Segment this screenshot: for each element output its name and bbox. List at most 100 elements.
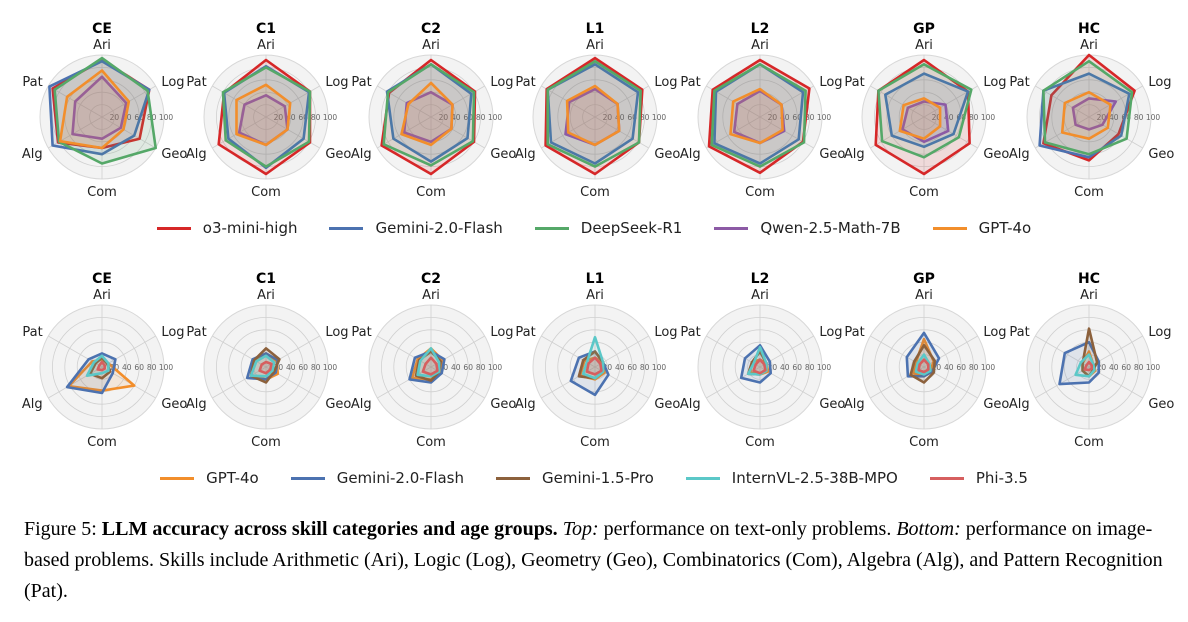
series-deepseek-r1-polygon — [877, 63, 973, 159]
series-phi-3-5-polygon — [421, 356, 439, 376]
radial-tick-label: 40 — [944, 113, 954, 122]
radial-tick-label: 60 — [298, 363, 308, 372]
legend-label: Gemini-1.5-Pro — [542, 469, 654, 487]
radial-tick-label: 100 — [1146, 363, 1161, 372]
radial-tick-label: 40 — [1109, 363, 1119, 372]
axis-label-ari: Ari — [257, 38, 275, 53]
axis-label-alg: Alg — [844, 397, 865, 412]
axis-label-com: Com — [909, 435, 939, 450]
radial-tick-label: 20 — [1097, 363, 1107, 372]
axis-label-ari: Ari — [751, 38, 769, 53]
axis-label-alg: Alg — [515, 397, 536, 412]
radial-tick-label: 20 — [603, 113, 613, 122]
axis-label-pat: Pat — [680, 75, 700, 90]
caption-bottom-label: Bottom: — [896, 518, 961, 540]
axis-label-com: Com — [251, 435, 281, 450]
legend-item-gemini-2-0-flash: Gemini-2.0-Flash — [329, 219, 503, 237]
series-deepseek-r1-polygon — [546, 59, 642, 168]
series-deepseek-r1-polygon — [1042, 59, 1134, 156]
radar-spoke — [101, 116, 156, 149]
panel-title: C2 — [421, 21, 441, 37]
axis-label-geo: Geo — [490, 147, 516, 162]
axis-label-ari: Ari — [93, 288, 111, 303]
axis-label-geo: Geo — [819, 147, 845, 162]
panel-title: HC — [1078, 21, 1100, 37]
radar-panel-c1-row1: 20 40 60 80 100 Ari Log Geo Com Alg Pat C1 — [186, 21, 351, 200]
radar-spoke — [212, 85, 267, 118]
radial-tick-label: 80 — [805, 113, 815, 122]
radial-tick-label: 40 — [1109, 113, 1119, 122]
axis-label-com: Com — [580, 435, 610, 450]
series-phi-3-5-polygon — [917, 358, 930, 374]
axis-label-geo: Geo — [161, 397, 187, 412]
axis-label-ari: Ari — [257, 288, 275, 303]
radial-tick-label: 80 — [805, 363, 815, 372]
caption-top-text: performance on text-only problems. — [598, 518, 892, 540]
radar-panel-l2-row1: 20 40 60 80 100 Ari Log Geo Com Alg Pat L2 — [680, 21, 845, 200]
legend-swatch — [932, 226, 967, 230]
radar-panel-gp-row2: 20 40 60 80 100 Ari Log Geo Com Alg Pat GP — [844, 271, 1009, 450]
axis-label-log: Log — [161, 75, 184, 90]
legend-swatch — [329, 226, 364, 230]
radial-tick-label: 20 — [1097, 113, 1107, 122]
legend-item-deepseek-r1: DeepSeek-R1 — [534, 219, 682, 237]
axis-label-pat: Pat — [351, 75, 371, 90]
series-deepseek-r1-polygon — [53, 56, 157, 165]
radial-tick-label: 40 — [780, 113, 790, 122]
radial-tick-label: 60 — [1121, 113, 1131, 122]
axis-label-geo: Geo — [325, 397, 351, 412]
axis-label-alg: Alg — [22, 147, 43, 162]
radar-spoke — [430, 116, 485, 149]
series-deepseek-r1-polygon — [382, 63, 476, 167]
series-gemini-2-0-flash-polygon — [713, 63, 805, 165]
axis-label-com: Com — [580, 185, 610, 200]
radial-tick-label: 60 — [627, 113, 637, 122]
axis-label-geo: Geo — [161, 147, 187, 162]
radial-tick-label: 100 — [488, 113, 503, 122]
series-qwen-2-5-math-7b-polygon — [901, 100, 950, 144]
radar-spoke — [212, 366, 267, 399]
radial-tick-label: 100 — [981, 113, 996, 122]
radial-tick-label: 80 — [969, 363, 979, 372]
axis-label-pat: Pat — [22, 325, 42, 340]
radial-tick-label: 80 — [311, 363, 321, 372]
legend-item-gemini-2-0-flash: Gemini-2.0-Flash — [290, 469, 464, 487]
radial-tick-label: 20 — [110, 113, 120, 122]
axis-label-pat: Pat — [515, 325, 535, 340]
axis-label-pat: Pat — [515, 75, 535, 90]
radial-tick-label: 80 — [476, 363, 486, 372]
panel-title: L1 — [586, 271, 605, 287]
axis-label-pat: Pat — [186, 75, 206, 90]
axis-label-alg: Alg — [680, 147, 701, 162]
axis-label-alg: Alg — [351, 147, 372, 162]
radial-tick-label: 20 — [603, 363, 613, 372]
legend-swatch — [929, 476, 964, 480]
radial-tick-label: 100 — [652, 113, 667, 122]
legend-label: Gemini-2.0-Flash — [336, 469, 464, 487]
legend-swatch — [290, 476, 325, 480]
radial-tick-label: 80 — [1134, 113, 1144, 122]
panel-title: CE — [92, 21, 112, 37]
radial-tick-label: 80 — [476, 113, 486, 122]
series-gpt-4o-polygon — [898, 97, 942, 140]
legend-label: Gemini-2.0-Flash — [375, 219, 503, 237]
axis-label-ari: Ari — [915, 288, 933, 303]
radial-tick-label: 40 — [451, 363, 461, 372]
panel-title: HC — [1078, 271, 1100, 287]
radial-tick-label: 80 — [1134, 363, 1144, 372]
radial-tick-label: 60 — [956, 113, 966, 122]
radial-tick-label: 60 — [956, 363, 966, 372]
axis-label-com: Com — [1074, 435, 1104, 450]
axis-label-log: Log — [1148, 325, 1171, 340]
axis-label-geo: Geo — [654, 397, 680, 412]
radial-tick-label: 60 — [792, 113, 802, 122]
axis-label-com: Com — [251, 185, 281, 200]
radial-tick-label: 20 — [768, 363, 778, 372]
axis-label-alg: Alg — [22, 397, 43, 412]
radial-tick-label: 40 — [780, 363, 790, 372]
axis-label-com: Com — [1074, 185, 1104, 200]
series-deepseek-r1-polygon — [710, 63, 807, 168]
